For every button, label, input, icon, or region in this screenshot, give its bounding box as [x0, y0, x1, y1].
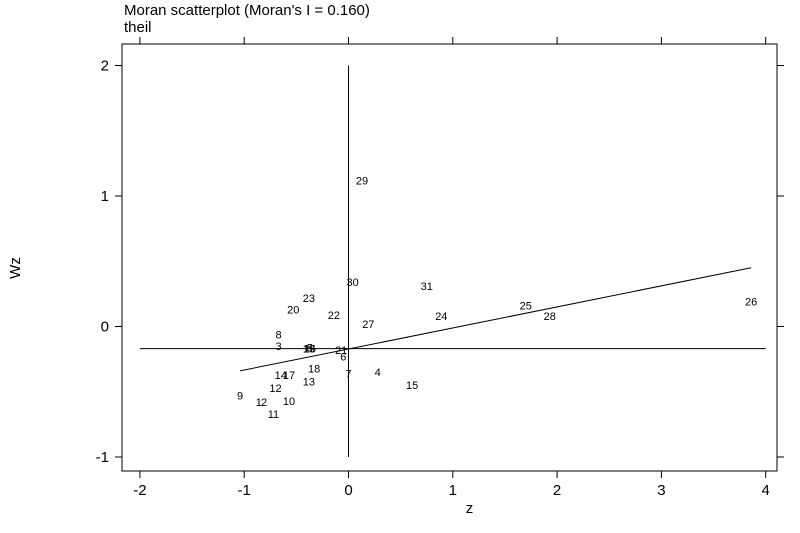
y-axis-label: Wz [7, 257, 24, 279]
x-tick-label: 0 [344, 482, 352, 499]
x-tick-label: 3 [657, 482, 665, 499]
point-label-23: 23 [303, 293, 315, 305]
point-label-24: 24 [435, 311, 447, 323]
point-label-10: 10 [283, 396, 295, 408]
point-label-8: 8 [276, 329, 282, 341]
point-label-28: 28 [544, 311, 556, 323]
y-tick-label: 0 [101, 319, 109, 336]
point-label-25: 25 [520, 301, 532, 313]
y-tick-label: 2 [101, 58, 109, 75]
x-tick-label: 4 [762, 482, 770, 499]
x-tick-label: 2 [553, 482, 561, 499]
x-tick-label: -2 [133, 482, 146, 499]
point-label-21: 21 [335, 345, 347, 357]
point-label-3: 3 [276, 341, 282, 353]
point-label-29: 29 [356, 175, 368, 187]
x-tick-label: 1 [449, 482, 457, 499]
regression-line [239, 267, 752, 372]
point-label-20: 20 [287, 305, 299, 317]
y-tick-label: 1 [101, 188, 109, 205]
point-label-11: 11 [268, 409, 279, 421]
point-label-14: 14 [275, 370, 287, 382]
point-label-26: 26 [745, 297, 757, 309]
point-label-2: 2 [261, 397, 267, 409]
point-label-31: 31 [421, 281, 433, 293]
plot-frame [121, 43, 778, 472]
chart-subtitle: theil [124, 19, 152, 36]
point-label-17: 17 [283, 370, 295, 382]
point-label-22: 22 [328, 310, 340, 322]
point-label-9: 9 [237, 391, 243, 403]
x-tick-label: -1 [238, 482, 251, 499]
point-label-12: 12 [269, 383, 281, 395]
point-label-19: 19 [303, 344, 315, 356]
point-label-13: 13 [303, 376, 315, 388]
point-label-27: 27 [362, 319, 374, 331]
point-label-4: 4 [375, 367, 381, 379]
x-axis-label: z [466, 500, 474, 517]
point-label-30: 30 [347, 277, 359, 289]
y-tick-label: -1 [96, 449, 109, 466]
chart-title: Moran scatterplot (Moran's I = 0.160) [124, 2, 370, 19]
point-label-18: 18 [308, 363, 320, 375]
point-label-16: 16 [304, 344, 316, 356]
point-label-15: 15 [406, 380, 418, 392]
point-label-6: 6 [340, 352, 346, 364]
point-label-1: 1 [256, 397, 262, 409]
point-label-7: 7 [345, 368, 351, 380]
point-label-5: 5 [307, 342, 313, 354]
